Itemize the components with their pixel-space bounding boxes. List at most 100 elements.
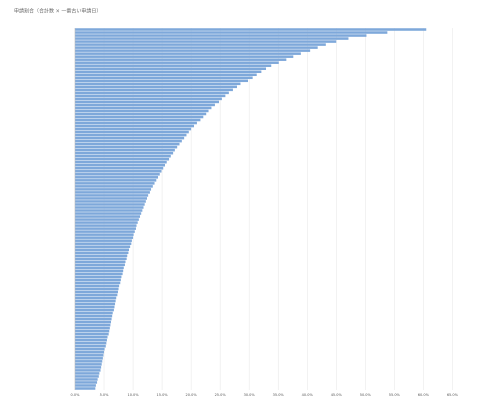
bar xyxy=(75,151,174,155)
bar xyxy=(75,197,147,200)
bar xyxy=(75,363,102,366)
bar xyxy=(75,179,157,182)
bar xyxy=(75,85,237,89)
bar xyxy=(75,354,104,357)
bar xyxy=(75,366,102,369)
bar xyxy=(75,121,197,125)
bar xyxy=(75,109,209,113)
bar xyxy=(75,323,111,327)
bar xyxy=(75,317,112,321)
x-tick-label: 40.0% xyxy=(302,393,314,397)
bar xyxy=(75,130,189,134)
bar xyxy=(75,106,212,110)
bar xyxy=(75,287,119,291)
chart-title: 申請割合（合計数 × 一番古い申請日） xyxy=(14,8,101,15)
bar xyxy=(75,236,134,239)
bar xyxy=(75,254,128,258)
bar xyxy=(75,43,326,46)
bar xyxy=(75,206,144,209)
bar xyxy=(75,326,110,330)
bar xyxy=(75,360,103,363)
bar xyxy=(75,61,279,64)
bar xyxy=(75,308,114,312)
bar xyxy=(75,311,113,315)
bar xyxy=(75,133,187,137)
bar xyxy=(75,55,294,58)
bar xyxy=(75,387,96,390)
bar xyxy=(75,233,134,236)
bar xyxy=(75,91,229,95)
x-tick-label: 30.0% xyxy=(244,393,256,397)
bar xyxy=(75,299,116,303)
bar xyxy=(75,52,301,55)
bar xyxy=(75,372,100,375)
x-tick-label: 0.0% xyxy=(71,393,81,397)
bar xyxy=(75,242,132,245)
bar xyxy=(75,176,159,179)
bar xyxy=(75,284,120,288)
bar xyxy=(75,341,107,345)
bar xyxy=(75,290,118,294)
bar xyxy=(75,329,110,333)
bar xyxy=(75,203,145,206)
bar xyxy=(75,230,135,233)
bar xyxy=(75,73,257,77)
bar xyxy=(75,124,195,128)
bar xyxy=(75,34,367,37)
bar xyxy=(75,76,253,80)
bar xyxy=(75,58,287,61)
bar xyxy=(75,79,249,83)
x-tick-label: 45.0% xyxy=(331,393,343,397)
bar xyxy=(75,257,127,261)
bar xyxy=(75,46,318,49)
bar xyxy=(75,118,201,122)
bar xyxy=(75,381,98,384)
x-tick-label: 20.0% xyxy=(186,393,198,397)
bar xyxy=(75,269,124,273)
bar xyxy=(75,227,136,230)
bar xyxy=(75,332,109,336)
bar xyxy=(75,302,116,306)
bar xyxy=(75,182,155,185)
bar xyxy=(75,320,111,324)
bar xyxy=(75,88,233,92)
bar xyxy=(75,160,167,164)
bar xyxy=(75,82,241,86)
bar xyxy=(75,70,262,74)
bar xyxy=(75,369,101,372)
bar xyxy=(75,221,138,224)
x-tick-label: 55.0% xyxy=(389,393,401,397)
x-tick-label: 10.0% xyxy=(127,393,139,397)
bar xyxy=(75,136,185,140)
x-tick-label: 5.0% xyxy=(100,393,110,397)
bar xyxy=(75,384,96,387)
bar xyxy=(75,335,108,339)
bar xyxy=(75,278,121,282)
bar xyxy=(75,251,129,255)
bar xyxy=(75,139,182,143)
bar xyxy=(75,275,122,279)
x-tick-label: 35.0% xyxy=(273,393,285,397)
bar xyxy=(75,293,118,297)
x-tick-label: 25.0% xyxy=(215,393,227,397)
bar xyxy=(75,127,192,131)
bar xyxy=(75,191,150,194)
x-tick-label: 15.0% xyxy=(157,393,169,397)
bar xyxy=(75,338,107,342)
bar xyxy=(75,115,204,119)
bar xyxy=(75,305,115,309)
bar xyxy=(75,112,207,116)
bar xyxy=(75,157,170,161)
bar xyxy=(75,357,103,360)
bar xyxy=(75,100,219,104)
bar xyxy=(75,375,99,378)
bar xyxy=(75,200,146,203)
bar xyxy=(75,212,142,215)
bar xyxy=(75,40,337,43)
bar xyxy=(75,266,124,270)
bar xyxy=(75,94,226,98)
bar xyxy=(75,163,165,167)
bar xyxy=(75,154,171,158)
bar xyxy=(75,173,160,176)
bar xyxy=(75,185,153,188)
